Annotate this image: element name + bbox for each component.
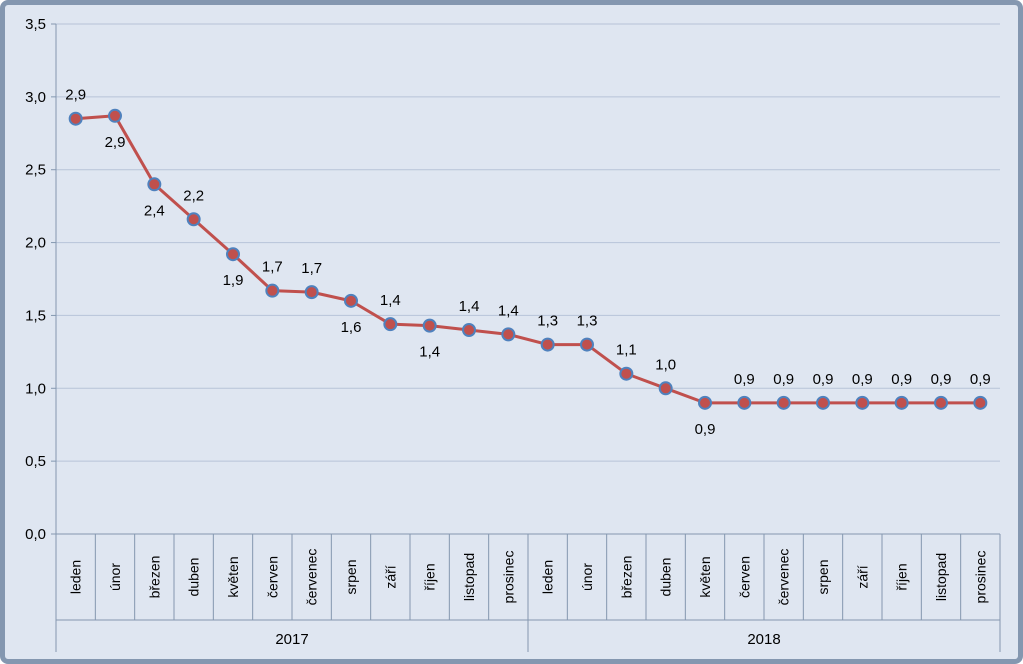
data-point: [973, 395, 988, 410]
y-tick-label: 0,5: [25, 453, 46, 470]
data-label: 0,9: [773, 371, 794, 388]
x-tick-label: říjen: [422, 563, 438, 590]
x-tick-label: březen: [618, 556, 634, 599]
data-point: [737, 395, 752, 410]
x-tick-label: květen: [697, 556, 713, 597]
data-label: 1,3: [577, 313, 598, 330]
data-point: [68, 111, 83, 126]
data-point: [894, 395, 909, 410]
data-label: 2,2: [183, 187, 204, 204]
data-point: [186, 212, 201, 227]
data-label: 1,1: [616, 342, 637, 359]
data-label: 0,9: [852, 371, 873, 388]
data-point: [501, 327, 516, 342]
x-tick-label: říjen: [894, 563, 910, 590]
data-label: 1,4: [498, 302, 519, 319]
y-tick-label: 0,0: [25, 526, 46, 543]
data-point: [147, 177, 162, 192]
y-tick-label: 2,5: [25, 162, 46, 179]
data-label: 1,4: [459, 298, 480, 315]
data-point: [698, 395, 712, 410]
data-label: 1,0: [655, 356, 676, 373]
y-tick-label: 3,5: [25, 16, 46, 33]
x-tick-label: červen: [264, 556, 280, 598]
series-line: [75, 114, 981, 405]
x-tick-label: březen: [146, 556, 162, 599]
data-point: [265, 283, 280, 298]
data-label: 1,3: [537, 313, 558, 330]
x-tick-label: srpen: [815, 559, 831, 594]
data-point: [934, 395, 948, 410]
data-label: 0,9: [970, 371, 991, 388]
x-group-label: 2018: [747, 631, 780, 648]
data-label: 1,9: [223, 272, 244, 289]
data-point: [383, 317, 398, 332]
data-label: 1,4: [419, 344, 440, 361]
data-label: 0,9: [891, 371, 912, 388]
data-point: [540, 337, 555, 352]
data-label: 1,7: [262, 259, 283, 276]
data-point: [776, 395, 791, 410]
y-tick-label: 1,0: [25, 380, 46, 397]
x-group-label: 2017: [275, 631, 308, 648]
y-tick-label: 2,0: [25, 235, 46, 252]
y-tick-label: 1,5: [25, 307, 46, 324]
data-label: 1,7: [301, 260, 322, 277]
x-tick-label: listopad: [933, 553, 949, 601]
x-tick-label: červen: [736, 556, 752, 598]
data-point: [108, 108, 122, 123]
x-tick-label: srpen: [343, 559, 359, 594]
x-tick-label: únor: [107, 563, 123, 591]
data-label: 0,9: [813, 371, 834, 388]
x-tick-label: září: [854, 565, 870, 588]
data-point: [619, 366, 634, 381]
x-tick-label: prosinec: [500, 551, 516, 604]
x-tick-label: červenec: [776, 549, 792, 606]
x-tick-label: prosinec: [972, 551, 988, 604]
data-label: 0,9: [695, 421, 716, 438]
data-label: 0,9: [734, 371, 755, 388]
data-point: [226, 247, 240, 262]
data-point: [580, 337, 594, 352]
x-tick-label: leden: [540, 560, 556, 594]
data-point: [304, 285, 319, 300]
x-tick-label: září: [382, 565, 398, 588]
y-tick-label: 3,0: [25, 89, 46, 106]
data-label: 1,6: [341, 319, 362, 336]
x-tick-label: duben: [186, 558, 202, 597]
data-point: [462, 323, 476, 337]
data-point: [855, 395, 870, 410]
data-label: 2,4: [144, 202, 165, 219]
data-point: [422, 318, 437, 333]
x-tick-label: leden: [68, 560, 84, 594]
data-label: 1,4: [380, 292, 401, 309]
data-point: [816, 395, 830, 410]
data-label: 2,9: [105, 134, 126, 151]
x-tick-label: květen: [225, 556, 241, 597]
data-label: 2,9: [65, 87, 86, 104]
x-tick-label: listopad: [461, 553, 477, 601]
x-tick-label: červenec: [304, 549, 320, 606]
x-tick-label: únor: [579, 563, 595, 591]
data-point: [344, 293, 358, 308]
x-tick-label: duben: [658, 558, 674, 597]
data-label: 0,9: [931, 371, 952, 388]
data-point: [658, 381, 673, 396]
